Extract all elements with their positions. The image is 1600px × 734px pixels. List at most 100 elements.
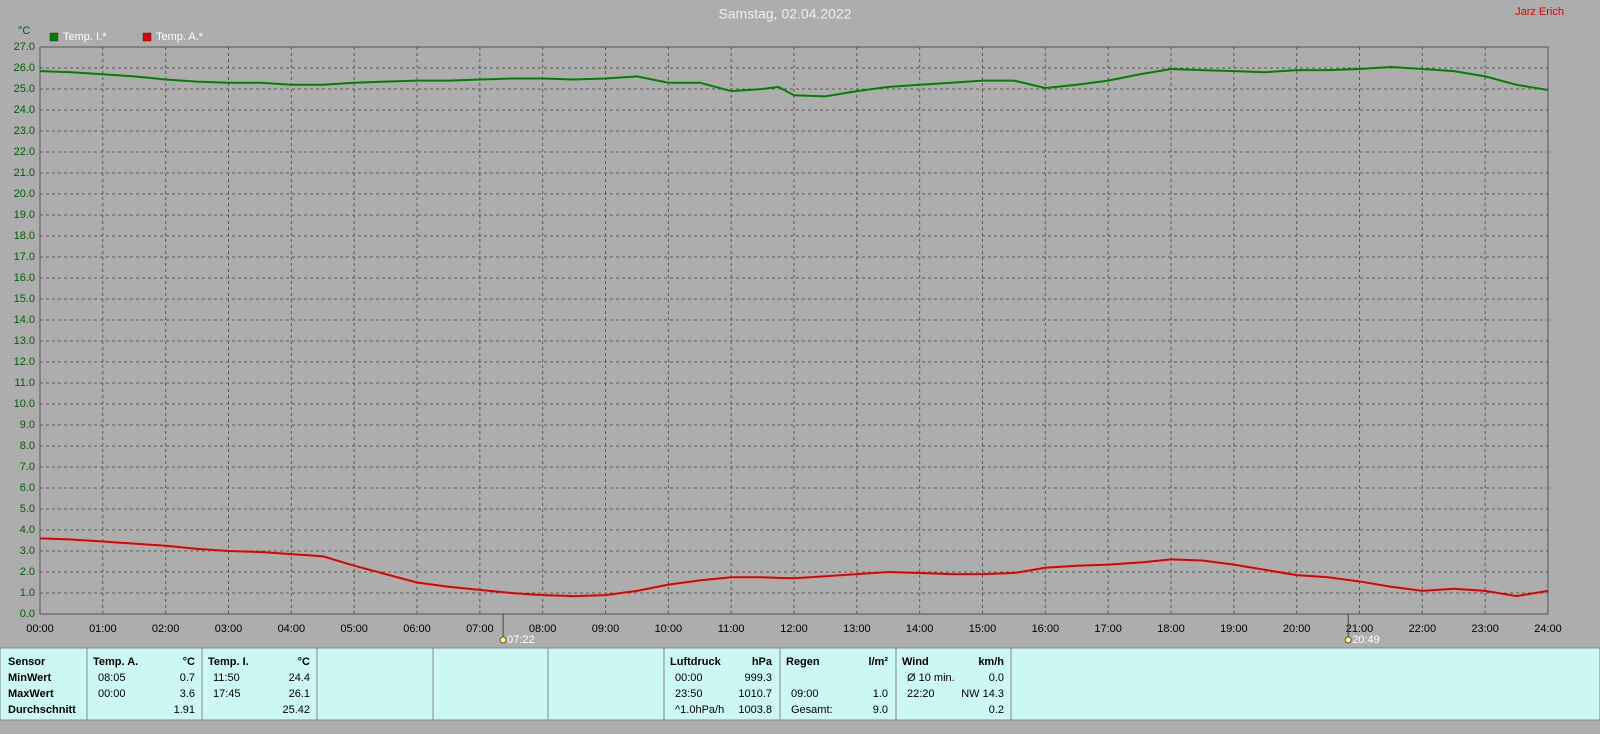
x-tick-label: 24:00 (1534, 623, 1562, 635)
y-tick-label: 19.0 (14, 209, 35, 221)
legend-label: Temp. I.* (63, 31, 107, 43)
y-tick-label: 9.0 (20, 419, 35, 431)
sun-time: 07:22 (507, 634, 535, 646)
x-tick-label: 13:00 (843, 623, 871, 635)
x-tick-label: 18:00 (1157, 623, 1185, 635)
y-tick-label: 4.0 (20, 524, 35, 536)
y-tick-label: 20.0 (14, 188, 35, 200)
sun-time: 20:49 (1352, 634, 1380, 646)
stat-value: 0.7 (180, 672, 195, 684)
y-tick-label: 5.0 (20, 503, 35, 515)
y-axis-label: °C (18, 25, 30, 37)
block-name: Wind (902, 656, 929, 668)
x-tick-label: 15:00 (969, 623, 997, 635)
stat-time: 22:20 (907, 688, 935, 700)
block-unit: °C (298, 656, 310, 668)
y-tick-label: 18.0 (14, 230, 35, 242)
y-tick-label: 3.0 (20, 545, 35, 557)
series-line (39, 65, 1549, 98)
stat-value: 24.4 (289, 672, 310, 684)
y-tick-label: 25.0 (14, 83, 35, 95)
row-label: MinWert (8, 672, 52, 684)
row-label: MaxWert (8, 688, 54, 700)
block-unit: km/h (978, 656, 1004, 668)
stat-time: 11:50 (213, 672, 240, 684)
y-tick-label: 12.0 (14, 356, 35, 368)
sun-icon (499, 636, 507, 644)
block-name: Temp. A. (93, 656, 138, 668)
y-tick-label: 6.0 (20, 482, 35, 494)
y-tick-label: 15.0 (14, 293, 35, 305)
x-tick-label: 23:00 (1471, 623, 1499, 635)
x-tick-label: 21:00 (1346, 623, 1374, 635)
legend-swatch (142, 32, 152, 42)
y-tick-label: 21.0 (14, 167, 35, 179)
y-tick-label: 23.0 (14, 125, 35, 137)
stat-value: 0.0 (989, 672, 1004, 684)
stat-value: 9.0 (873, 704, 888, 716)
x-tick-label: 11:00 (718, 623, 745, 635)
y-tick-label: 22.0 (14, 146, 35, 158)
stat-time: 00:00 (675, 672, 703, 684)
sun-icon (1344, 636, 1352, 644)
stat-time: 17:45 (213, 688, 241, 700)
stat-value: NW 14.3 (961, 688, 1004, 700)
y-tick-label: 7.0 (20, 461, 35, 473)
block-name: Regen (786, 656, 820, 668)
author: Jarz Erich (1515, 6, 1564, 18)
x-tick-label: 16:00 (1032, 623, 1060, 635)
stat-value: 3.6 (180, 688, 195, 700)
stat-time: Ø 10 min. (907, 672, 955, 684)
row-label: Durchschnitt (8, 704, 76, 716)
y-tick-label: 17.0 (14, 251, 35, 263)
row-label: Sensor (8, 656, 46, 668)
x-tick-label: 17:00 (1094, 623, 1122, 635)
stat-time: ^1.0hPa/h (675, 704, 724, 716)
block-unit: °C (183, 656, 195, 668)
x-tick-label: 04:00 (278, 623, 306, 635)
series-line (39, 537, 1549, 598)
stat-value: 1010.7 (738, 688, 772, 700)
stat-value: 0.2 (989, 704, 1004, 716)
stat-time: Gesamt: (791, 704, 833, 716)
y-tick-label: 2.0 (20, 566, 35, 578)
y-tick-label: 1.0 (20, 587, 35, 599)
stat-time: 00:00 (98, 688, 126, 700)
x-tick-label: 06:00 (403, 623, 431, 635)
x-tick-label: 05:00 (340, 623, 368, 635)
x-tick-label: 22:00 (1409, 623, 1437, 635)
stat-time: 23:50 (675, 688, 703, 700)
y-tick-label: 14.0 (14, 314, 35, 326)
chart-title: Samstag, 02.04.2022 (718, 6, 851, 22)
block-unit: hPa (752, 656, 773, 668)
legend-label: Temp. A.* (156, 31, 204, 43)
legend-swatch (49, 32, 59, 42)
y-tick-label: 8.0 (20, 440, 35, 452)
y-tick-label: 0.0 (20, 608, 35, 620)
x-tick-label: 19:00 (1220, 623, 1248, 635)
x-tick-label: 09:00 (592, 623, 620, 635)
stat-time: 08:05 (98, 672, 126, 684)
y-tick-label: 27.0 (14, 41, 35, 53)
x-tick-label: 10:00 (655, 623, 683, 635)
stat-time: 09:00 (791, 688, 819, 700)
x-tick-label: 14:00 (906, 623, 934, 635)
y-tick-label: 10.0 (14, 398, 35, 410)
y-tick-label: 16.0 (14, 272, 35, 284)
x-tick-label: 02:00 (152, 623, 180, 635)
x-tick-label: 07:00 (466, 623, 494, 635)
table-background (0, 647, 1600, 721)
stat-value: 1.91 (174, 704, 195, 716)
x-tick-label: 03:00 (215, 623, 243, 635)
block-name: Temp. I. (208, 656, 249, 668)
block-unit: l/m² (868, 656, 888, 668)
x-tick-label: 12:00 (780, 623, 808, 635)
x-tick-label: 20:00 (1283, 623, 1311, 635)
x-tick-label: 08:00 (529, 623, 557, 635)
y-tick-label: 11.0 (14, 377, 35, 389)
x-tick-label: 00:00 (26, 623, 54, 635)
stat-value: 1.0 (873, 688, 888, 700)
plot-border (39, 46, 1549, 615)
